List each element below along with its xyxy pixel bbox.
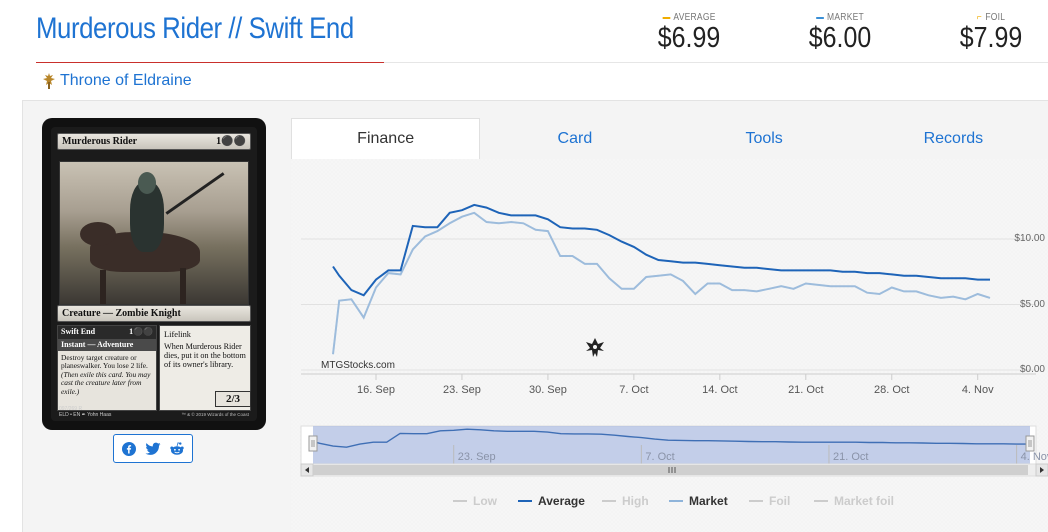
- adventure-name: Swift End: [61, 327, 96, 336]
- rules-text: When Murderous Rider dies, put it on the…: [164, 342, 246, 369]
- tab-records[interactable]: Records: [923, 129, 984, 147]
- scroll-right-button[interactable]: [1035, 463, 1048, 477]
- legend-label: Market foil: [834, 494, 894, 508]
- legend-item-low[interactable]: Low: [453, 494, 498, 508]
- x-tick-label: 14. Oct: [702, 384, 737, 396]
- tab-card[interactable]: Card: [557, 129, 593, 147]
- keyword-text: Lifelink: [164, 330, 191, 339]
- tab-bar: Finance Card Tools Records: [291, 118, 1048, 159]
- navigator-label: 7. Oct: [645, 451, 674, 463]
- artist-credit: ELD • EN ✒ Yohn Haas: [59, 412, 112, 418]
- legend-item-high[interactable]: High: [602, 494, 649, 508]
- y-tick-label: $0.00: [1020, 364, 1045, 375]
- legend-item-average[interactable]: Average: [518, 494, 585, 508]
- legend-item-market[interactable]: Market: [669, 494, 728, 508]
- average-marker-icon: [662, 16, 670, 19]
- card-name-bar: Murderous Rider 1⚫⚫: [57, 133, 251, 150]
- set-symbol-icon: [43, 73, 55, 89]
- legend-label: Foil: [769, 494, 790, 508]
- legend-item-market-foil[interactable]: Market foil: [814, 494, 894, 508]
- market-label: Market: [827, 12, 864, 23]
- adventure-box: Swift End 1⚫⚫ Instant — Adventure Destro…: [57, 325, 157, 411]
- navigator-labels: 23. Sep 7. Oct 21. Oct 4. Nov: [453, 445, 1048, 464]
- chart-scrollbar-thumb[interactable]: [313, 465, 1028, 475]
- card-artwork: [59, 161, 249, 305]
- title-underline: [36, 62, 384, 63]
- average-price: Average $6.99: [634, 12, 744, 55]
- average-series-line: [332, 203, 990, 297]
- set-name: Throne of Eldraine: [60, 72, 192, 89]
- card-type-line: Creature — Zombie Knight: [62, 308, 181, 319]
- share-buttons: [113, 434, 193, 463]
- price-chart-svg: $10.00 $5.00 $0.00 MTGStocks.com 16. Sep…: [291, 159, 1048, 532]
- twitter-icon: [145, 442, 161, 455]
- x-tick-label: 16. Sep: [357, 384, 395, 396]
- x-axis-ticks: 16. Sep 23. Sep 30. Sep 7. Oct 14. Oct 21. Oc…: [357, 374, 994, 396]
- average-value: $6.99: [657, 22, 721, 54]
- scrollbar-grip-icon: [668, 467, 676, 473]
- card-name: Murderous Rider: [62, 136, 138, 147]
- adventure-type: Instant — Adventure: [58, 339, 156, 351]
- page-title[interactable]: Murderous Rider // Swift End: [36, 12, 354, 45]
- twitter-share-button[interactable]: [144, 440, 162, 458]
- x-tick-label: 7. Oct: [619, 384, 648, 396]
- foil-value: $7.99: [959, 22, 1023, 54]
- price-chart: $10.00 $5.00 $0.00 MTGStocks.com 16. Sep…: [291, 159, 1048, 532]
- navigator-label: 23. Sep: [458, 451, 496, 463]
- navigator-label: 4. Nov: [1021, 451, 1048, 463]
- mtgstocks-logo-icon: [586, 338, 604, 357]
- reddit-share-button[interactable]: [168, 440, 186, 458]
- card-image[interactable]: Murderous Rider 1⚫⚫ Creature — Zombie Kn…: [42, 118, 266, 430]
- tab-finance[interactable]: Finance: [291, 118, 481, 159]
- foil-label: Foil: [985, 12, 1006, 23]
- y-tick-label: $5.00: [1020, 299, 1045, 310]
- market-price: Market $6.00: [785, 12, 895, 55]
- navigator-left-handle[interactable]: [308, 435, 318, 452]
- card-type-bar: Creature — Zombie Knight: [57, 305, 251, 322]
- foil-price: ⌐ Foil $7.99: [936, 12, 1046, 55]
- adventure-cost: 1⚫⚫: [129, 327, 153, 336]
- chart-watermark: MTGStocks.com: [321, 360, 395, 371]
- market-marker-icon: [815, 16, 824, 19]
- adventure-reminder: (Then exile this card. You may cast the …: [61, 369, 151, 396]
- navigator-series-line: [312, 428, 1030, 448]
- collector-number: 097/269 R: [59, 406, 83, 412]
- x-tick-label: 21. Oct: [788, 384, 823, 396]
- market-series-line: [332, 211, 991, 355]
- legend-label: Low: [473, 494, 498, 508]
- x-tick-label: 4. Nov: [962, 384, 994, 396]
- x-tick-label: 30. Sep: [529, 384, 567, 396]
- navigator-right-handle[interactable]: [1025, 435, 1035, 452]
- facebook-icon: [122, 441, 136, 456]
- chart-legend: Low Average High Market Foil Market foil: [453, 494, 894, 508]
- reddit-icon: [170, 441, 184, 455]
- power-toughness: 2/3: [215, 391, 251, 407]
- tab-tools[interactable]: Tools: [745, 129, 783, 147]
- navigator-label: 21. Oct: [833, 451, 868, 463]
- legend-item-foil[interactable]: Foil: [749, 494, 790, 508]
- header-divider: [384, 62, 1048, 63]
- mana-cost: 1⚫⚫: [216, 136, 246, 147]
- foil-marker-icon: ⌐: [976, 12, 982, 23]
- adventure-text: Destroy target creature or planeswalker.…: [61, 353, 148, 371]
- scroll-left-button[interactable]: [300, 463, 314, 477]
- legend-label: Market: [689, 494, 728, 508]
- scroll-left-arrow-icon: [305, 467, 309, 473]
- scroll-right-arrow-icon: [1040, 467, 1044, 473]
- legend-label: Average: [538, 494, 585, 508]
- card-copyright: ™ & © 2019 Wizards of the Coast: [181, 412, 249, 417]
- set-link[interactable]: Throne of Eldraine: [42, 72, 192, 90]
- average-label: Average: [673, 12, 716, 23]
- x-tick-label: 28. Oct: [874, 384, 909, 396]
- y-tick-label: $10.00: [1014, 233, 1045, 244]
- x-tick-label: 23. Sep: [443, 384, 481, 396]
- market-value: $6.00: [808, 22, 872, 54]
- facebook-share-button[interactable]: [120, 440, 138, 458]
- legend-label: High: [622, 494, 649, 508]
